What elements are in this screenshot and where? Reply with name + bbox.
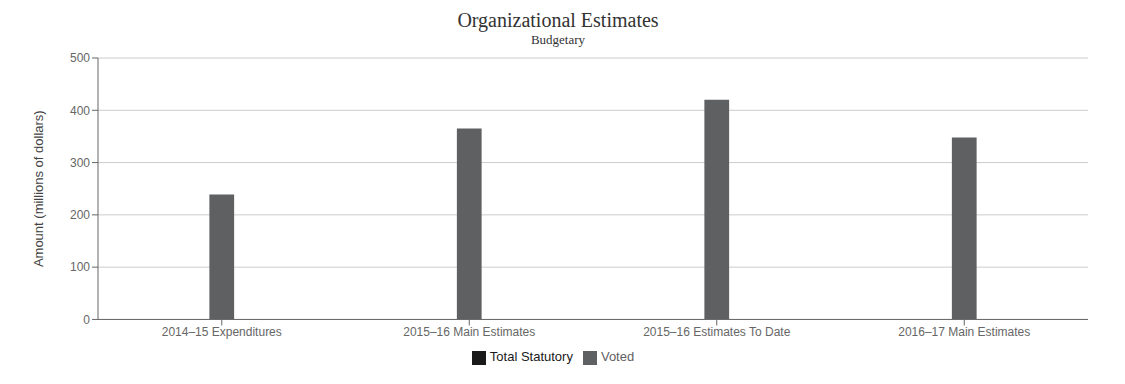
svg-text:Amount (millions of dollars): Amount (millions of dollars) xyxy=(31,110,46,267)
svg-text:100: 100 xyxy=(70,260,90,274)
html-text:Organizational Estimates: Organizational Estimates xyxy=(457,9,659,31)
svg-text:0: 0 xyxy=(83,313,90,327)
svg-text:200: 200 xyxy=(70,208,90,222)
html-text:Total Statutory: Total Statutory xyxy=(489,349,573,365)
html-text:Budgetary: Budgetary xyxy=(530,32,586,47)
svg-text:2014–15 Expenditures: 2014–15 Expenditures xyxy=(162,325,282,339)
html-text:Voted: Voted xyxy=(600,349,635,365)
svg-text:2015–16 Main Estimates: 2015–16 Main Estimates xyxy=(403,325,535,339)
svg-text:300: 300 xyxy=(70,156,90,170)
svg-text:400: 400 xyxy=(70,104,90,118)
svg-text:2016–17 Main Estimates: 2016–17 Main Estimates xyxy=(898,325,1030,339)
svg-text:2015–16 Estimates To Date: 2015–16 Estimates To Date xyxy=(643,325,791,339)
svg-text:500: 500 xyxy=(70,51,90,65)
